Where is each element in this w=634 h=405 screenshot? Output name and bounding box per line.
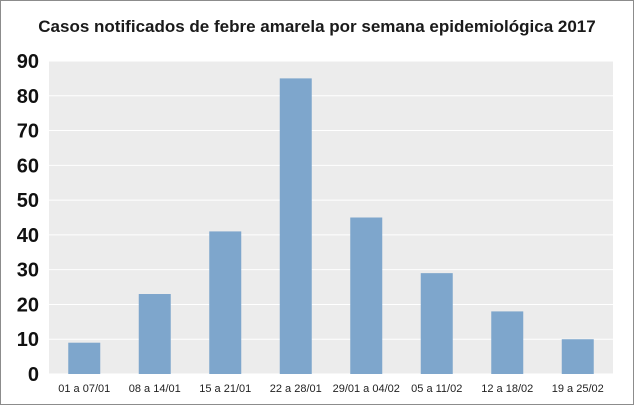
y-tick-label: 20	[17, 294, 39, 316]
y-tick-label: 70	[17, 121, 39, 143]
y-tick-label: 0	[28, 364, 39, 386]
bar	[561, 339, 594, 374]
x-tick-label: 22 a 28/01	[270, 383, 322, 395]
bar	[68, 342, 101, 374]
bar	[420, 273, 453, 374]
bar	[209, 231, 242, 374]
chart-title: Casos notificados de febre amarela por s…	[38, 17, 596, 36]
x-tick-label: 05 a 11/02	[411, 383, 462, 395]
y-tick-label: 50	[17, 190, 39, 212]
plot-area	[49, 61, 613, 374]
bar	[491, 311, 524, 374]
y-tick-label: 90	[17, 51, 39, 73]
y-tick-label: 40	[17, 225, 39, 247]
x-tick-label: 12 a 18/02	[481, 383, 533, 395]
y-tick-label: 60	[17, 155, 39, 177]
x-tick-label: 15 a 21/01	[199, 383, 251, 395]
x-tick-label: 08 a 14/01	[129, 383, 181, 395]
bars	[68, 78, 594, 374]
y-tick-label: 30	[17, 260, 39, 282]
gridlines	[49, 60, 613, 375]
y-tick-label: 10	[17, 329, 39, 351]
bar	[138, 294, 171, 374]
x-axis-ticks: 01 a 07/01 08 a 14/01 15 a 21/01 22 a 28/01…	[58, 383, 604, 395]
y-tick-label: 80	[17, 86, 39, 108]
y-axis-ticks: 0 10 20 30 40 50 60 70 80 90	[17, 51, 39, 386]
x-tick-label: 01 a 07/01	[58, 383, 110, 395]
bar	[350, 217, 383, 374]
x-tick-label: 19 a 25/02	[552, 383, 604, 395]
bar	[279, 78, 312, 374]
x-tick-label: 29/01 a 04/02	[333, 383, 400, 395]
